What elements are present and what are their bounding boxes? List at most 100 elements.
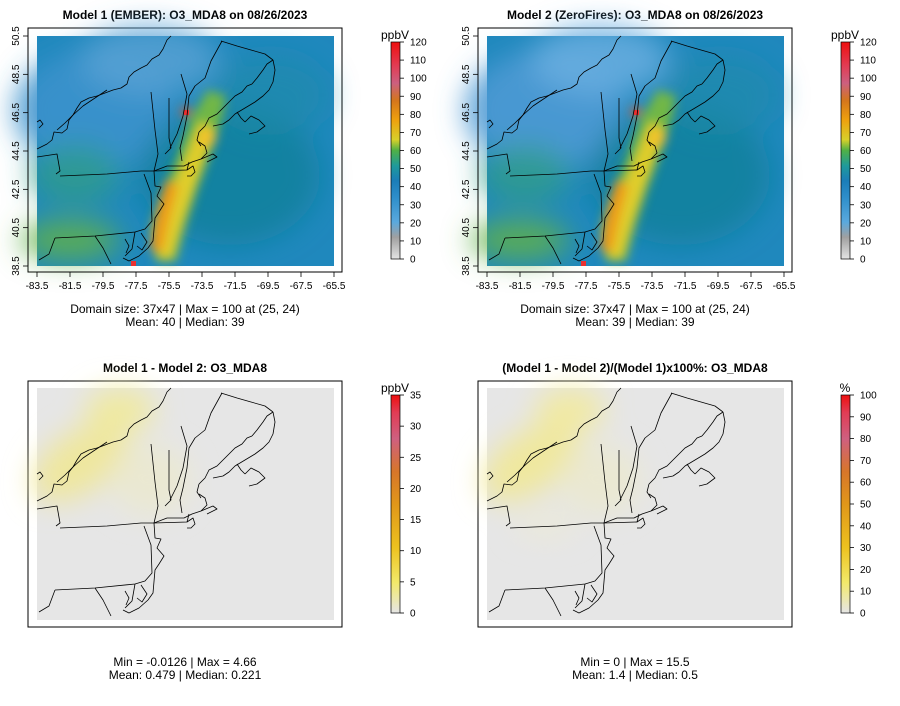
stats-line-1: Domain size: 37x47 | Max = 100 at (25, 2… — [520, 302, 750, 316]
x-tick-label: -67.5 — [290, 281, 313, 292]
colorbar: ppbV 0 10 20 30 40 50 60 70 80 90 100 110 120 — [381, 28, 427, 266]
colorbar-tick-label: 110 — [410, 56, 426, 67]
x-tick-label: -75.5 — [158, 281, 181, 292]
panel-title: Model 2 (ZeroFires): O3_MDA8 on 08/26/20… — [507, 8, 763, 22]
panel-percent-difference: (Model 1 - Model 2)/(Model 1)x100%: O3_M… — [477, 361, 877, 682]
colorbar-tick-label: 80 — [860, 434, 872, 445]
colorbar: ppbV 0 10 20 30 40 50 60 70 80 90 100 110 120 — [831, 28, 877, 266]
panel-title: Model 1 (EMBER): O3_MDA8 on 08/26/2023 — [63, 8, 308, 22]
colorbar-tick-label: 90 — [410, 92, 422, 103]
colorbar-unit: ppbV — [831, 28, 859, 42]
colorbar-tick-label: 35 — [410, 391, 422, 402]
y-tick-label: 40.5 — [461, 217, 472, 237]
x-tick-label: -73.5 — [191, 281, 214, 292]
x-tick-label: -71.5 — [224, 281, 247, 292]
x-tick-label: -79.5 — [92, 281, 115, 292]
x-tick-label: -81.5 — [509, 281, 532, 292]
stats-line-2: Mean: 39 | Median: 39 — [575, 315, 695, 329]
colorbar-tick-label: 60 — [860, 146, 872, 157]
stats-line-1: Min = -0.0126 | Max = 4.66 — [113, 655, 257, 669]
colorbar-tick-label: 20 — [860, 218, 872, 229]
colorbar-tick-label: 70 — [410, 128, 422, 139]
x-tick-label: -77.5 — [575, 281, 598, 292]
colorbar-tick-label: 5 — [410, 577, 416, 588]
x-tick-label: -83.5 — [26, 281, 49, 292]
y-axis: 38.5 40.5 42.5 44.5 46.5 48.5 50.5 — [11, 26, 29, 276]
colorbar-tick-label: 100 — [860, 74, 877, 85]
x-axis: -83.5 -81.5 -79.5 -77.5 -75.5 -73.5 -71.5 -69.5… — [476, 271, 796, 292]
colorbar-tick-label: 10 — [410, 546, 422, 557]
heatmap-field — [15, 25, 334, 266]
x-tick-label: -65.5 — [773, 281, 796, 292]
stats-line-1: Domain size: 37x47 | Max = 100 at (25, 2… — [70, 302, 300, 316]
colorbar-tick-label: 0 — [410, 609, 416, 620]
heatmap-field — [465, 25, 784, 266]
colorbar-tick-label: 100 — [860, 391, 877, 402]
y-tick-label: 50.5 — [11, 26, 22, 46]
colorbar-tick-label: 20 — [860, 565, 872, 576]
colorbar-tick-label: 80 — [410, 110, 422, 121]
colorbar-tick-label: 0 — [860, 609, 866, 620]
colorbar-tick-label: 40 — [410, 182, 422, 193]
colorbar-tick-label: 50 — [860, 164, 872, 175]
panel-model2: Model 2 (ZeroFires): O3_MDA8 on 08/26/20… — [461, 8, 877, 329]
stats-line-2: Mean: 1.4 | Median: 0.5 — [572, 668, 698, 682]
x-tick-label: -69.5 — [707, 281, 730, 292]
x-tick-label: -75.5 — [608, 281, 631, 292]
stats-line-2: Mean: 40 | Median: 39 — [125, 315, 245, 329]
colorbar-tick-label: 10 — [410, 236, 422, 247]
x-tick-label: -81.5 — [59, 281, 82, 292]
colorbar-tick-label: 60 — [410, 146, 422, 157]
x-tick-label: -79.5 — [542, 281, 565, 292]
colorbar-tick-label: 110 — [860, 56, 876, 67]
colorbar-tick-label: 10 — [860, 236, 872, 247]
y-tick-label: 42.5 — [461, 179, 472, 199]
x-tick-label: -67.5 — [740, 281, 763, 292]
x-tick-label: -83.5 — [476, 281, 499, 292]
colorbar-tick-label: 40 — [860, 521, 872, 532]
colorbar-unit: ppbV — [381, 28, 409, 42]
y-tick-label: 44.5 — [461, 141, 472, 161]
colorbar-tick-label: 30 — [410, 200, 422, 211]
colorbar: ppbV 0 5 10 15 20 25 30 35 — [381, 381, 422, 620]
colorbar-tick-label: 40 — [860, 182, 872, 193]
colorbar: % 0 10 20 30 40 50 60 70 80 90 100 — [840, 381, 877, 620]
y-tick-label: 48.5 — [11, 64, 22, 84]
heatmap-field — [31, 388, 334, 620]
x-tick-label: -73.5 — [641, 281, 664, 292]
colorbar-tick-label: 30 — [410, 422, 422, 433]
stats-line-1: Min = 0 | Max = 15.5 — [580, 655, 689, 669]
x-tick-label: -77.5 — [125, 281, 148, 292]
x-tick-label: -65.5 — [323, 281, 346, 292]
colorbar-tick-label: 120 — [860, 38, 877, 49]
y-tick-label: 38.5 — [461, 256, 472, 276]
panel-title: (Model 1 - Model 2)/(Model 1)x100%: O3_M… — [502, 361, 768, 375]
x-tick-label: -69.5 — [257, 281, 280, 292]
panel-model1: Model 1 (EMBER): O3_MDA8 on 08/26/2023 — [11, 8, 427, 329]
y-axis: 38.5 40.5 42.5 44.5 46.5 48.5 50.5 — [461, 26, 479, 276]
colorbar-tick-label: 70 — [860, 128, 872, 139]
colorbar-tick-label: 80 — [860, 110, 872, 121]
x-tick-label: -71.5 — [674, 281, 697, 292]
stats-line-2: Mean: 0.479 | Median: 0.221 — [109, 668, 262, 682]
colorbar-tick-label: 100 — [410, 74, 427, 85]
colorbar-unit: ppbV — [381, 381, 409, 395]
colorbar-tick-label: 10 — [860, 587, 872, 598]
colorbar-tick-label: 70 — [860, 456, 872, 467]
colorbar-tick-label: 50 — [410, 164, 422, 175]
colorbar-tick-label: 0 — [410, 255, 416, 266]
x-axis: -83.5 -81.5 -79.5 -77.5 -75.5 -73.5 -71.5 -69.5… — [26, 271, 346, 292]
y-tick-label: 38.5 — [11, 256, 22, 276]
colorbar-tick-label: 30 — [860, 200, 872, 211]
colorbar-tick-label: 90 — [860, 412, 872, 423]
colorbar-tick-label: 120 — [410, 38, 427, 49]
colorbar-tick-label: 30 — [860, 543, 872, 554]
colorbar-tick-label: 15 — [410, 515, 422, 526]
colorbar-tick-label: 90 — [860, 92, 872, 103]
colorbar-tick-label: 20 — [410, 484, 422, 495]
y-tick-label: 48.5 — [461, 64, 472, 84]
heatmap-field — [481, 388, 784, 620]
y-tick-label: 46.5 — [11, 102, 22, 122]
colorbar-tick-label: 20 — [410, 218, 422, 229]
